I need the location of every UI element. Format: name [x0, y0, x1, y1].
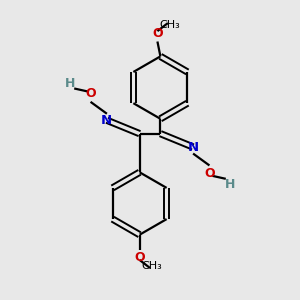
Text: O: O — [85, 87, 96, 101]
Text: O: O — [204, 167, 215, 180]
Text: H: H — [64, 76, 75, 90]
Text: H: H — [225, 178, 236, 191]
Text: CH₃: CH₃ — [141, 261, 162, 271]
Text: N: N — [188, 140, 199, 154]
Text: N: N — [101, 114, 112, 127]
Text: O: O — [152, 27, 163, 40]
Text: O: O — [134, 251, 145, 264]
Text: CH₃: CH₃ — [159, 20, 180, 30]
